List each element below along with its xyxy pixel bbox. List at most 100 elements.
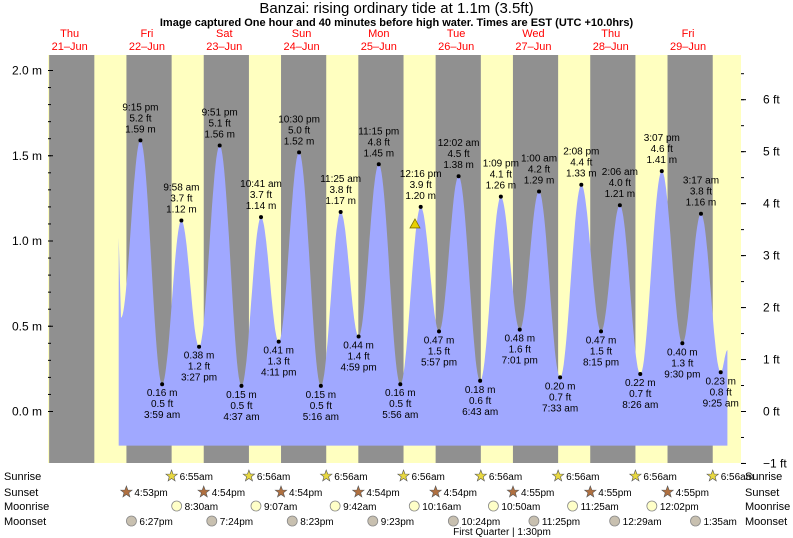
tide-marker [197,344,202,349]
left-tick-label: 1.5 m [12,149,42,163]
sunrise-time: 6:56am [489,472,522,483]
tide-time-label: 8:26 am [622,400,658,411]
day-name: Thu [601,28,620,40]
night-band [49,55,95,463]
tide-marker [498,194,503,199]
right-tick-label: 6 ft [763,93,780,107]
tide-ft-label: 3.7 ft [170,194,192,205]
left-tick-label: 0.5 m [12,319,42,333]
day-name: Sun [292,28,312,40]
tide-m-label: 0.18 m [465,385,496,396]
tide-m-label: 1.16 m [686,198,717,209]
row-label-right: Moonset [745,516,787,528]
moonrise-time: 12:02pm [660,502,699,513]
tide-ft-label: 4.8 ft [368,137,390,148]
tide-m-label: 0.20 m [545,381,576,392]
tide-time-label: 3:17 am [683,176,719,187]
tide-marker [659,169,664,174]
tide-marker [276,339,281,344]
sunset-time: 4:54pm [366,488,399,499]
sunset-icon [351,485,365,498]
right-tick-label: 3 ft [763,249,780,263]
tide-marker [558,375,563,380]
tide-m-label: 0.23 m [705,376,736,387]
tide-marker [376,162,381,167]
tide-time-label: 4:59 pm [341,362,377,373]
tide-m-label: 1.52 m [284,136,315,147]
day-name: Tue [447,28,466,40]
right-tick-label: −1 ft [763,456,787,470]
left-tick-label: 0.0 m [12,405,42,419]
right-tick-label: 0 ft [763,405,780,419]
sunrise-icon [706,469,720,482]
sunset-time: 4:53pm [134,488,167,499]
tide-marker [437,329,442,334]
moonrise-icon [567,500,578,512]
moonset-time: 12:29am [623,517,662,528]
sunset-icon [197,485,211,498]
day-date: 26–Jun [438,41,474,53]
row-label-left: Sunrise [4,471,41,483]
tide-time-label: 6:43 am [462,407,498,418]
sunset-time: 4:55pm [598,488,631,499]
tide-marker [179,218,184,223]
moonset-icon [528,515,540,527]
tide-time-label: 5:16 am [303,412,339,423]
tide-marker [478,378,483,383]
tide-ft-label: 0.7 ft [629,389,651,400]
sunrise-icon [551,469,565,482]
moonrise-icon [171,500,183,512]
sunset-time: 4:54pm [212,488,245,499]
moonrise-time: 9:07am [264,502,297,513]
tide-ft-label: 1.5 ft [590,346,612,357]
right-tick-label: 2 ft [763,301,780,315]
right-tick-label: 4 ft [763,197,780,211]
tide-time-label: 5:57 pm [421,357,457,368]
sunrise-time: 6:56am [257,472,290,483]
tide-ft-label: 1.2 ft [188,362,210,373]
sunrise-time: 6:56am [643,472,676,483]
tide-m-label: 1.29 m [524,176,555,187]
tide-time-label: 4:37 am [223,412,259,423]
sunset-icon [583,485,597,498]
sunset-icon [119,485,133,498]
moonset-time: 8:23pm [300,517,333,528]
left-tick-label: 1.0 m [12,234,42,248]
day-date: 23–Jun [206,41,242,53]
day-date: 21–Jun [52,41,88,53]
moonset-icon [206,515,218,527]
moonset-time: 11:25pm [542,517,580,528]
tide-ft-label: 4.5 ft [447,149,469,160]
row-label-left: Moonrise [4,501,49,513]
tide-m-label: 0.15 m [306,390,337,401]
row-label-right: Moonrise [745,501,790,513]
tide-m-label: 1.38 m [443,160,474,171]
day-date: 25–Jun [361,41,397,53]
sunrise-time: 6:55am [180,472,213,483]
tide-marker [617,203,622,208]
tide-ft-label: 4.6 ft [651,144,673,155]
sunset-time: 4:54pm [289,488,322,499]
tide-ft-label: 0.8 ft [710,387,732,398]
tide-marker [160,382,165,387]
moonrise-icon [250,500,262,512]
day-date: 22–Jun [129,41,165,53]
moonrise-icon [487,500,499,512]
sunrise-icon [242,469,256,482]
row-label-right: Sunrise [745,471,782,483]
chart-subtitle: Image captured One hour and 40 minutes b… [159,17,634,29]
moonset-time: 7:24pm [220,517,253,528]
sunrise-icon [319,469,333,482]
tide-ft-label: 1.5 ft [428,346,450,357]
tide-ft-label: 5.0 ft [288,125,310,136]
moonset-icon [367,515,379,527]
tide-ft-label: 1.3 ft [268,357,290,368]
moonset-icon [286,515,298,527]
tide-time-label: 3:27 pm [181,373,217,384]
tide-m-label: 0.44 m [343,340,374,351]
left-tick-label: 2.0 m [12,64,42,78]
first-quarter-label: First Quarter | 1:30pm [453,527,551,538]
tide-m-label: 0.41 m [263,346,294,357]
tide-m-label: 1.41 m [646,155,677,166]
moonrise-icon [408,500,420,512]
